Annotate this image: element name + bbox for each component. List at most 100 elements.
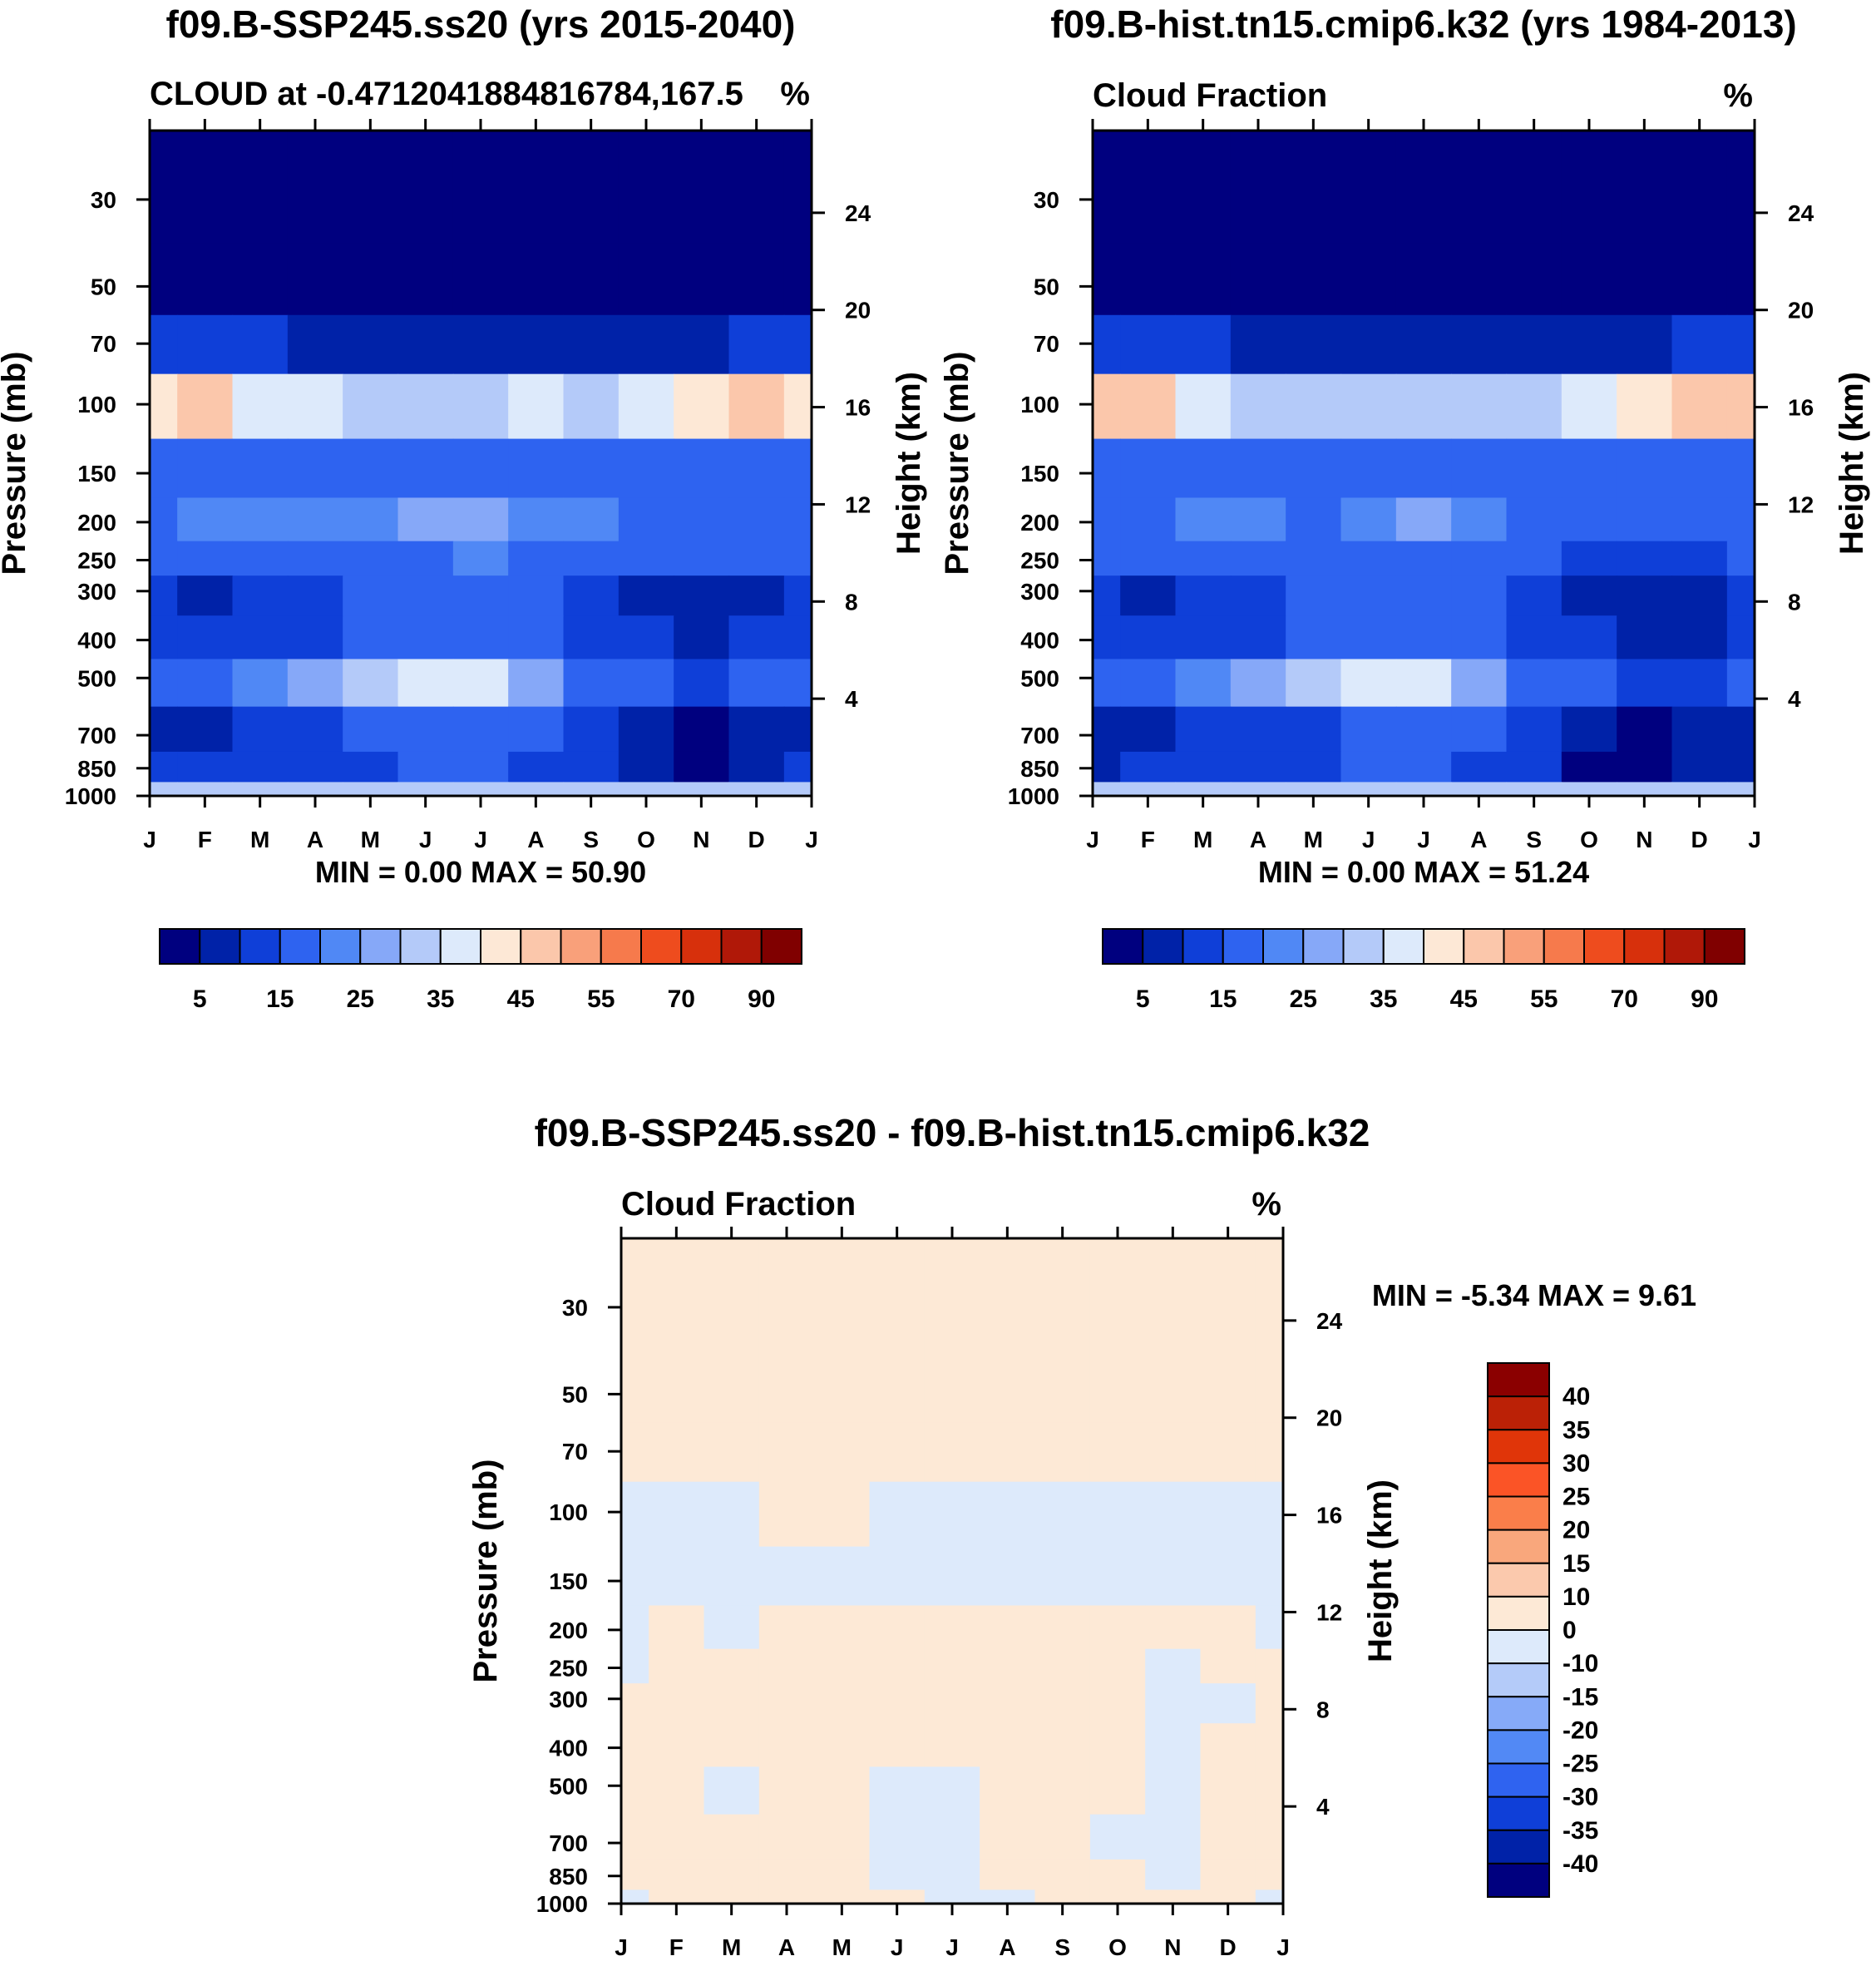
contour-cell	[1451, 659, 1508, 708]
contour-cell	[452, 706, 509, 753]
contour-cell	[287, 782, 343, 797]
contour-cell	[783, 782, 812, 797]
height-tick-label: 8	[1316, 1697, 1330, 1722]
y-tick-label: 1000	[65, 783, 116, 809]
x-tick-label: J	[1276, 1934, 1290, 1960]
contour-cell	[508, 615, 565, 660]
contour-cell	[1451, 131, 1508, 244]
contour-cell	[1145, 1683, 1202, 1724]
x-tick-label: A	[999, 1934, 1015, 1960]
colorbar-swatch	[1342, 928, 1385, 965]
contour-cell	[980, 1481, 1036, 1548]
contour-cell	[1726, 706, 1755, 753]
contour-cell	[1340, 373, 1397, 440]
contour-cell	[674, 438, 730, 499]
contour-cell	[232, 615, 289, 660]
contour-cell	[758, 1814, 815, 1860]
y-tick-label: 1000	[536, 1891, 588, 1917]
contour-cell	[452, 497, 509, 542]
colorbar-swatch	[640, 928, 683, 965]
contour-field	[621, 1238, 1284, 1904]
contour-cell	[1230, 751, 1286, 783]
height-tick-label: 24	[845, 200, 871, 226]
contour-cell	[1286, 706, 1342, 753]
contour-cell	[1395, 706, 1452, 753]
contour-cell	[508, 541, 565, 576]
contour-cell	[1175, 314, 1232, 375]
colorbar-swatch	[279, 928, 321, 965]
contour-cell	[1089, 1546, 1146, 1607]
contour-cell	[704, 1351, 760, 1424]
contour-cell	[1200, 1683, 1256, 1724]
x-tick-label: O	[1580, 827, 1598, 852]
y-tick-label: 400	[77, 628, 116, 654]
contour-cell	[1340, 497, 1397, 542]
colorbar-label: -40	[1563, 1850, 1598, 1878]
contour-cell	[924, 1814, 980, 1860]
contour-cell	[1200, 1422, 1256, 1483]
y-axis-right-label: Height (km)	[1834, 372, 1870, 555]
x-tick-label: M	[1193, 827, 1212, 852]
colorbar-swatch	[1487, 1429, 1550, 1465]
y-tick-label: 70	[1034, 331, 1059, 357]
colorbar-label: 35	[427, 985, 454, 1013]
colorbar-swatch	[520, 928, 562, 965]
contour-cell	[1255, 1683, 1284, 1724]
contour-cell	[618, 615, 674, 660]
colorbar-swatch	[560, 928, 602, 965]
colorbar-label: 0	[1563, 1617, 1577, 1644]
contour-cell	[1561, 438, 1617, 499]
contour-cell	[1395, 131, 1452, 244]
x-tick-label: D	[748, 827, 765, 852]
contour-cell	[1617, 497, 1673, 542]
colorbar-label: 90	[1691, 985, 1718, 1013]
contour-cell	[287, 615, 343, 660]
contour-cell	[814, 1683, 871, 1724]
x-tick-label: S	[1526, 827, 1542, 852]
contour-cell	[674, 131, 730, 244]
y-tick-label: 250	[549, 1656, 588, 1682]
contour-cell	[563, 751, 620, 783]
contour-cell	[1034, 1238, 1091, 1351]
height-tick-label: 4	[845, 686, 858, 712]
contour-cell	[177, 438, 234, 499]
y-tick-label: 300	[549, 1687, 588, 1712]
contour-cell	[924, 1481, 980, 1548]
contour-cell	[150, 751, 178, 783]
x-tick-label: M	[832, 1934, 852, 1960]
contour-cell	[783, 243, 812, 316]
contour-cell	[232, 243, 289, 316]
contour-cell	[924, 1238, 980, 1351]
contour-cell	[1506, 314, 1563, 375]
height-tick-label: 16	[1316, 1503, 1342, 1529]
contour-cell	[397, 497, 454, 542]
colorbar-label: 10	[1563, 1583, 1590, 1611]
contour-cell	[728, 782, 785, 797]
contour-cell	[1093, 615, 1121, 660]
x-tick-label: M	[722, 1934, 741, 1960]
colorbar-swatch	[1487, 1362, 1550, 1398]
contour-cell	[508, 314, 565, 375]
min-max-stats: MIN = -5.34 MAX = 9.61	[1372, 1278, 1696, 1312]
contour-cell	[1093, 243, 1121, 316]
colorbar-label: 5	[1136, 985, 1150, 1013]
contour-cell	[1089, 1648, 1146, 1684]
contour-cell	[1561, 373, 1617, 440]
contour-cell	[1286, 575, 1342, 616]
contour-cell	[343, 438, 399, 499]
contour-cell	[814, 1351, 871, 1424]
contour-cell	[1120, 782, 1177, 797]
contour-cell	[621, 1351, 649, 1424]
contour-cell	[1034, 1766, 1091, 1815]
contour-cell	[869, 1238, 926, 1351]
contour-cell	[1506, 541, 1563, 576]
contour-cell	[1255, 1814, 1284, 1860]
contour-cell	[1145, 1481, 1202, 1548]
contour-cell	[674, 314, 730, 375]
panel-p3: f09.B-SSP245.ss20 - f09.B-hist.tn15.cmip…	[467, 1111, 1696, 1960]
colorbar-swatch	[1487, 1595, 1550, 1631]
contour-cell	[150, 706, 178, 753]
contour-cell	[397, 575, 454, 616]
contour-cell	[1175, 615, 1232, 660]
contour-cell	[1726, 575, 1755, 616]
